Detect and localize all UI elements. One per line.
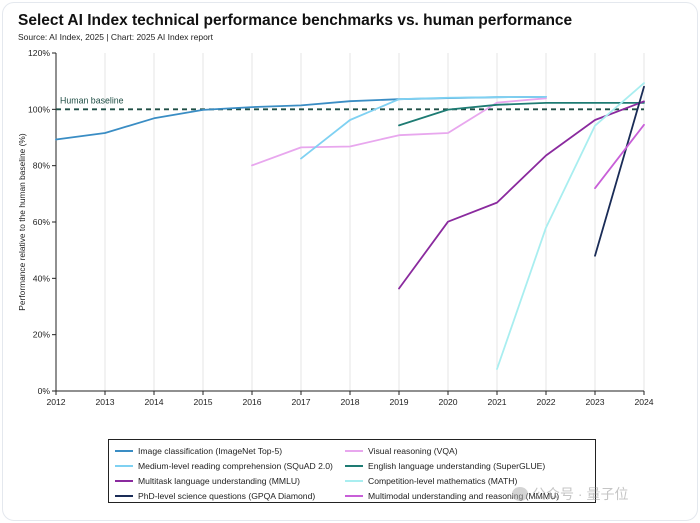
x-tick-label: 2013 — [95, 397, 114, 407]
x-tick-label: 2022 — [536, 397, 555, 407]
x-tick-label: 2024 — [634, 397, 653, 407]
legend-item: PhD-level science questions (GPQA Diamon… — [115, 489, 345, 503]
legend-label: Visual reasoning (VQA) — [368, 446, 458, 456]
legend-item: Competition-level mathematics (MATH) — [345, 474, 595, 488]
y-tick-label: 60% — [33, 217, 51, 227]
legend-item: English language understanding (SuperGLU… — [345, 459, 595, 473]
legend-item: Image classification (ImageNet Top-5) — [115, 444, 345, 458]
series-line-1 — [251, 97, 547, 167]
legend-swatch — [345, 495, 363, 497]
legend-label: PhD-level science questions (GPQA Diamon… — [138, 491, 316, 501]
x-tick-label: 2023 — [585, 397, 604, 407]
legend-item: Multimodal understanding and reasoning (… — [345, 489, 595, 503]
legend-swatch — [115, 465, 133, 467]
y-axis-label: Performance relative to the human baseli… — [17, 133, 27, 311]
y-tick-label: 40% — [33, 273, 51, 283]
series-line-4 — [398, 100, 645, 290]
y-tick-label: 0% — [38, 386, 51, 396]
human-baseline-label: Human baseline — [60, 95, 124, 105]
chart-subtitle: Source: AI Index, 2025 | Chart: 2025 AI … — [18, 32, 213, 42]
x-tick-label: 2017 — [291, 397, 310, 407]
watermark-text: 公众号 · 量子位 — [532, 486, 629, 502]
x-tick-label: 2014 — [144, 397, 163, 407]
series-line-3 — [398, 102, 645, 127]
legend-swatch — [115, 495, 133, 497]
chart-title: Select AI Index technical performance be… — [18, 12, 573, 29]
legend-swatch — [115, 480, 133, 482]
x-tick-label: 2020 — [438, 397, 457, 407]
x-tick-label: 2016 — [242, 397, 261, 407]
legend-label: Competition-level mathematics (MATH) — [368, 476, 518, 486]
series-line-5 — [496, 82, 645, 370]
watermark: 公众号 · 量子位 — [512, 484, 628, 504]
legend-item: Visual reasoning (VQA) — [345, 444, 595, 458]
x-tick-label: 2018 — [340, 397, 359, 407]
wechat-icon — [512, 487, 528, 501]
legend-swatch — [345, 465, 363, 467]
legend-item: Medium-level reading comprehension (SQuA… — [115, 459, 345, 473]
legend-item: Multitask language understanding (MMLU) — [115, 474, 345, 488]
x-tick-label: 2019 — [389, 397, 408, 407]
legend-label: Multimodal understanding and reasoning (… — [368, 491, 560, 501]
x-tick-label: 2012 — [46, 397, 65, 407]
y-tick-label: 80% — [33, 161, 51, 171]
legend-swatch — [115, 450, 133, 452]
y-tick-label: 20% — [33, 330, 51, 340]
legend-label: Medium-level reading comprehension (SQuA… — [138, 461, 333, 471]
series-line-7 — [594, 123, 645, 190]
series-line-6 — [594, 85, 645, 257]
x-tick-label: 2015 — [193, 397, 212, 407]
legend-swatch — [345, 480, 363, 482]
series-line-2 — [300, 96, 547, 160]
y-tick-label: 100% — [28, 104, 50, 114]
legend-swatch — [345, 450, 363, 452]
y-tick-label: 120% — [28, 48, 50, 58]
legend-label: English language understanding (SuperGLU… — [368, 461, 546, 471]
x-tick-label: 2021 — [487, 397, 506, 407]
legend-label: Multitask language understanding (MMLU) — [138, 476, 300, 486]
legend-label: Image classification (ImageNet Top-5) — [138, 446, 283, 456]
